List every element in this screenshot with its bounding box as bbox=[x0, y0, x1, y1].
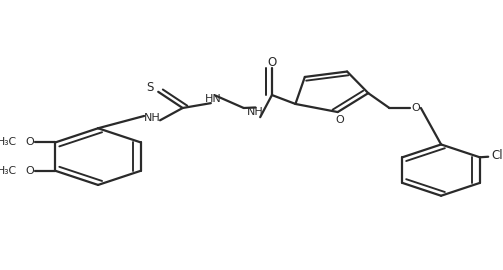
Text: Cl: Cl bbox=[492, 149, 503, 163]
Text: HN: HN bbox=[205, 94, 222, 104]
Text: NH: NH bbox=[144, 113, 160, 123]
Text: H₃C: H₃C bbox=[0, 166, 17, 176]
Text: NH: NH bbox=[247, 107, 264, 117]
Text: O: O bbox=[25, 166, 34, 176]
Text: H₃C: H₃C bbox=[0, 137, 17, 147]
Text: O: O bbox=[336, 114, 345, 125]
Text: O: O bbox=[267, 56, 277, 69]
Text: S: S bbox=[146, 81, 153, 94]
Text: O: O bbox=[25, 137, 34, 147]
Text: O: O bbox=[411, 103, 420, 113]
